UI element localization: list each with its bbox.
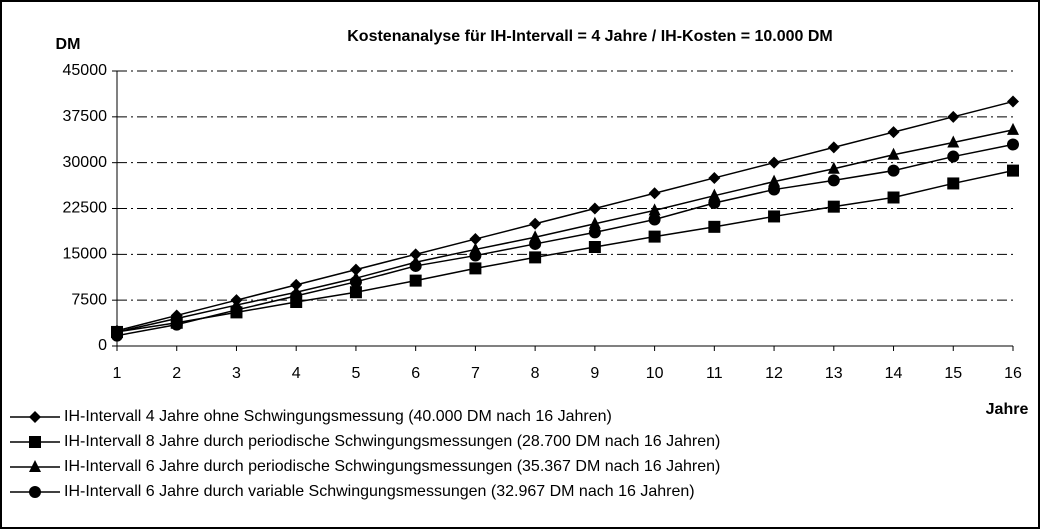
point: [768, 210, 781, 223]
chart-title: Kostenanalyse für IH-Intervall = 4 Jahre…: [347, 28, 833, 45]
legend-marker: [29, 486, 41, 498]
legend-label: IH-Intervall 6 Jahre durch periodische S…: [64, 458, 720, 475]
point: [887, 164, 900, 177]
legend-marker: [29, 436, 41, 448]
point: [947, 150, 960, 163]
y-tick-label: 22500: [63, 200, 108, 217]
point: [648, 230, 661, 243]
x-tick-label: 5: [351, 365, 360, 382]
point: [648, 203, 661, 216]
x-tick-label: 10: [646, 365, 664, 382]
point: [529, 237, 542, 250]
legend-label: IH-Intervall 4 Jahre ohne Schwingungsmes…: [64, 408, 612, 425]
x-tick-label: 2: [172, 365, 181, 382]
series-line: [116, 100, 1014, 332]
x-tick-label: 1: [113, 365, 122, 382]
x-tick-label: 6: [411, 365, 420, 382]
x-tick-label: 14: [885, 365, 903, 382]
legend-label: IH-Intervall 8 Jahre durch periodische S…: [64, 433, 720, 450]
point: [349, 286, 362, 299]
point: [1007, 122, 1019, 135]
point: [469, 233, 482, 246]
point: [708, 188, 721, 201]
point: [588, 202, 601, 215]
y-axis-label: DM: [56, 36, 81, 53]
point: [469, 249, 482, 262]
point: [409, 248, 422, 261]
x-tick-label: 7: [471, 365, 480, 382]
point: [947, 135, 960, 148]
x-tick-label: 12: [765, 365, 783, 382]
point: [1007, 164, 1019, 177]
point: [947, 110, 960, 123]
x-tick-label: 13: [825, 365, 843, 382]
y-tick-label: 15000: [63, 246, 108, 263]
series-line: [116, 129, 1014, 333]
legend-marker: [29, 411, 41, 423]
point: [708, 220, 721, 233]
point: [648, 213, 661, 226]
x-tick-label: 15: [944, 365, 962, 382]
x-tick-label: 16: [1004, 365, 1022, 382]
y-tick-label: 0: [98, 337, 107, 354]
point: [947, 177, 960, 190]
legend-marker: [29, 460, 41, 472]
point: [827, 200, 840, 213]
point: [588, 226, 601, 239]
x-tick-label: 4: [292, 365, 301, 382]
series-line: [116, 143, 1014, 337]
point: [230, 303, 243, 316]
point: [708, 197, 721, 209]
x-tick-label: 3: [232, 365, 241, 382]
point: [588, 216, 601, 229]
point: [409, 259, 422, 272]
x-tick-label: 9: [590, 365, 599, 382]
point: [768, 183, 781, 196]
point: [827, 141, 840, 154]
legend-label: IH-Intervall 6 Jahre durch variable Schw…: [64, 483, 695, 500]
point: [469, 262, 482, 275]
x-axis-label: Jahre: [986, 401, 1029, 418]
point: [409, 274, 422, 287]
y-tick-label: 7500: [71, 291, 107, 308]
point: [648, 187, 661, 200]
point: [1007, 95, 1019, 108]
point: [768, 174, 781, 187]
y-tick-label: 37500: [63, 108, 108, 125]
y-tick-label: 30000: [63, 154, 108, 171]
point: [827, 161, 840, 174]
point: [887, 191, 900, 204]
point: [1007, 138, 1019, 151]
x-tick-label: 8: [531, 365, 540, 382]
point: [111, 329, 123, 342]
point: [887, 126, 900, 139]
point: [170, 318, 183, 331]
point: [290, 289, 303, 302]
point: [349, 263, 362, 276]
point: [349, 275, 362, 288]
point: [529, 217, 542, 230]
point: [827, 174, 840, 187]
point: [708, 171, 721, 184]
point: [529, 251, 542, 264]
y-tick-label: 45000: [63, 62, 108, 79]
point: [588, 241, 601, 253]
point: [290, 278, 303, 291]
x-tick-label: 11: [706, 365, 723, 382]
series-line: [116, 169, 1014, 333]
point: [887, 147, 900, 160]
point: [768, 156, 781, 169]
